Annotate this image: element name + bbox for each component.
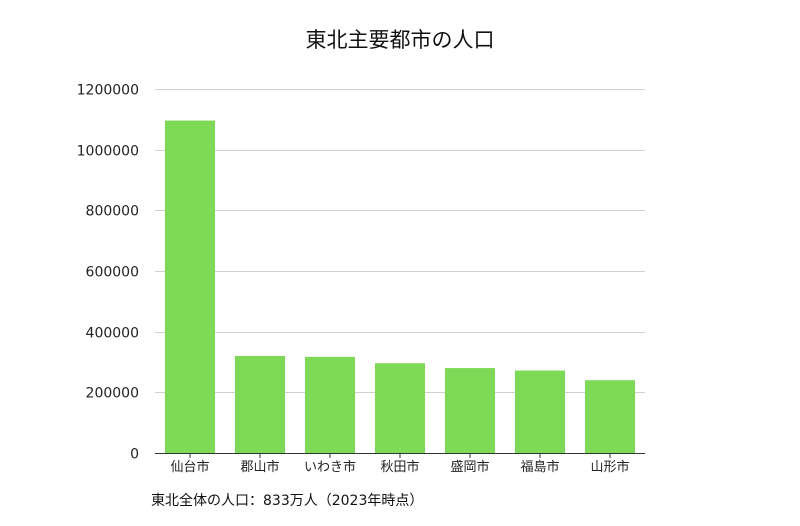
x-tick-label: 郡山市: [240, 459, 279, 475]
bar-7: [585, 380, 635, 453]
bar-3: [305, 356, 355, 453]
chart-title: 東北主要都市の人口: [306, 28, 495, 52]
y-tick-label: 200000: [86, 386, 139, 402]
x-tick-label: 秋田市: [380, 459, 419, 475]
bar-2: [235, 355, 285, 453]
bar-4: [375, 363, 425, 453]
bar-1: [165, 120, 215, 454]
gridlines: [155, 89, 645, 393]
population-note: 東北全体の人口：833万人（2023年時点）: [151, 492, 423, 509]
y-tick-label: 1000000: [77, 144, 139, 160]
y-axis-ticks: 0 200000 400000 600000 800000 1000000 1200000: [77, 83, 139, 463]
x-tick-label: 仙台市: [170, 459, 209, 475]
bars: [165, 120, 635, 454]
x-tick-label: 盛岡市: [450, 459, 489, 475]
x-axis-ticks: 仙台市 郡山市 いわき市 秋田市 盛岡市 福島市 山形市: [170, 453, 630, 475]
x-tick-label: 福島市: [520, 459, 559, 475]
bar-6: [515, 370, 565, 453]
y-tick-label: 600000: [86, 265, 139, 281]
y-tick-label: 1200000: [77, 83, 139, 99]
x-tick-label: いわき市: [304, 459, 356, 475]
bar-5: [445, 368, 495, 453]
y-tick-label: 400000: [86, 326, 139, 342]
x-tick-label: 山形市: [590, 459, 629, 475]
y-tick-label: 0: [130, 447, 139, 463]
y-tick-label: 800000: [86, 204, 139, 220]
